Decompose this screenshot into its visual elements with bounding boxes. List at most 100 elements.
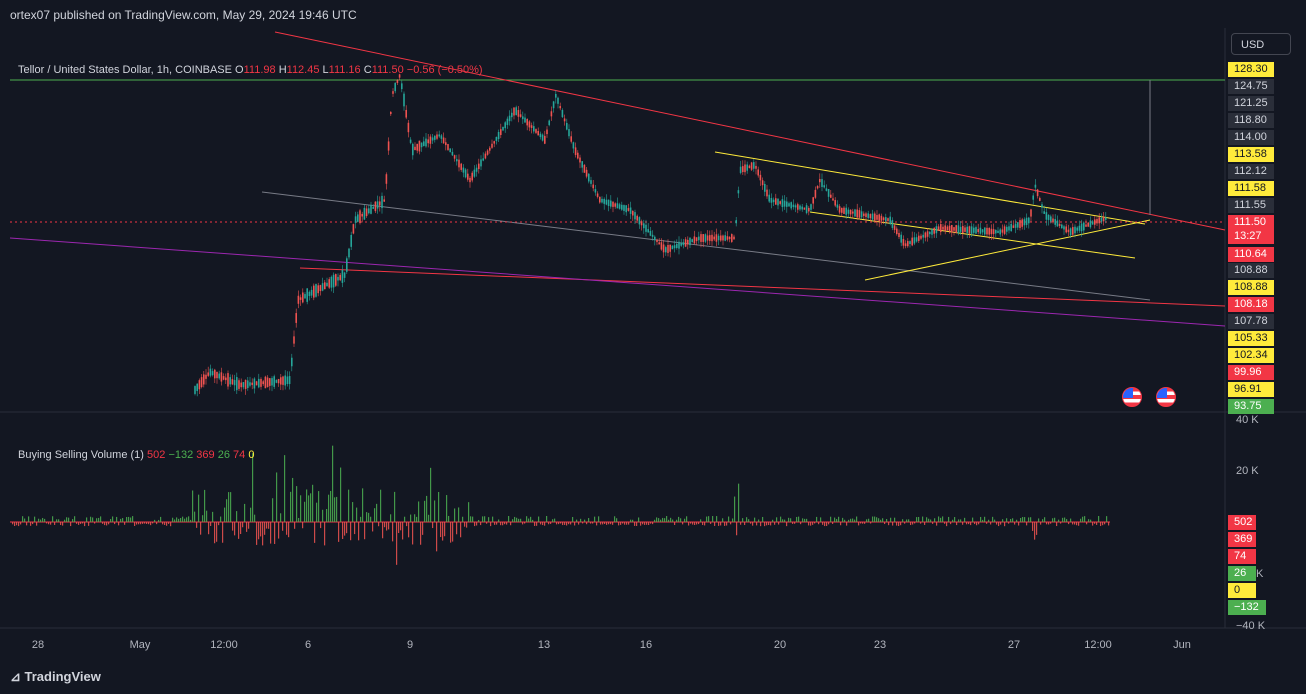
volume-bar [1072, 522, 1074, 525]
candle-body [218, 373, 220, 379]
volume-bar [1080, 518, 1082, 522]
candle-body [297, 295, 300, 304]
price-tag: 108.88 [1228, 280, 1274, 295]
price-tag: 113.58 [1228, 147, 1274, 162]
volume-bar [970, 522, 972, 526]
candle-body [559, 106, 561, 109]
candle-body [198, 380, 201, 390]
volume-bar [162, 522, 164, 525]
volume-bar [80, 522, 82, 524]
volume-bar [232, 522, 234, 531]
volume-bar [266, 522, 268, 529]
volume-bar [880, 519, 882, 522]
volume-bar [308, 495, 310, 522]
volume-bar [136, 522, 138, 525]
candle-body [944, 225, 946, 232]
volume-bar [1036, 522, 1038, 535]
candle-body [1003, 226, 1006, 234]
candle-body [713, 236, 715, 240]
candle-body [973, 227, 975, 233]
lower-red-trendline [299, 267, 1226, 307]
volume-bar [236, 511, 238, 522]
volume-bar [858, 522, 860, 526]
candle-body [251, 382, 253, 385]
candlesticks [194, 73, 1107, 397]
candle-body [513, 107, 515, 116]
volume-bar [230, 492, 232, 522]
volume-bar [1026, 522, 1028, 526]
volume-bar [468, 502, 470, 522]
volume-bar [826, 522, 828, 527]
us-flag-event-icon[interactable] [1156, 387, 1176, 407]
volume-bar [44, 518, 46, 522]
volume-bar [568, 522, 570, 525]
us-flag-event-icon[interactable] [1122, 387, 1142, 407]
candle-body [434, 135, 436, 140]
volume-bar [310, 493, 312, 522]
candle-body [1076, 227, 1078, 231]
volume-bar [996, 522, 998, 525]
volume-bar [1002, 519, 1004, 522]
volume-bar [586, 522, 588, 525]
candle-body [887, 218, 889, 222]
volume-bar [766, 522, 768, 526]
candle-body [1094, 219, 1096, 225]
volume-bar [134, 522, 136, 526]
candle-body [1091, 221, 1094, 225]
volume-bar [848, 519, 850, 522]
volume-bar [800, 522, 802, 525]
volume-bar [330, 490, 332, 522]
volume-bar [732, 518, 734, 522]
volume-bar [778, 522, 780, 525]
candle-body [871, 213, 874, 220]
candle-body [222, 376, 225, 380]
volume-bar [562, 522, 564, 526]
volume-bar [546, 516, 548, 522]
candle-body [511, 112, 513, 118]
volume-bar [1094, 522, 1096, 524]
volume-bar [1044, 517, 1046, 522]
chart-canvas[interactable] [0, 28, 1306, 658]
chart-frame[interactable]: Tellor / United States Dollar, 1h, COINB… [0, 28, 1306, 658]
volume-bar [518, 518, 520, 522]
candle-body [786, 201, 788, 207]
volume-bar [520, 518, 522, 522]
candle-body [260, 378, 262, 387]
volume-bar [54, 522, 56, 525]
tradingview-logo[interactable]: ⊿ TradingView [10, 669, 101, 684]
candle-body [691, 239, 693, 243]
candle-body [203, 374, 205, 385]
volume-bar [992, 516, 994, 522]
volume-bar [890, 517, 892, 522]
volume-bar [114, 522, 116, 525]
volume-bar [492, 516, 494, 522]
candle-body [416, 143, 418, 151]
volume-bar [662, 517, 664, 522]
currency-button[interactable]: USD [1231, 33, 1291, 55]
volume-bar [822, 522, 824, 525]
candle-body [814, 189, 817, 198]
candle-body [907, 241, 909, 247]
volume-bar [1076, 522, 1078, 526]
volume-bar [656, 517, 658, 522]
volume-bar [56, 519, 58, 522]
candle-body [946, 226, 949, 231]
candle-body [722, 235, 724, 241]
candle-body [269, 378, 271, 386]
volume-axis-label: 20 K [1236, 465, 1259, 477]
volume-bar [638, 517, 640, 522]
yellow-upper-wedge-line [714, 151, 1146, 225]
volume-bar [338, 522, 340, 542]
volume-bar [1060, 522, 1062, 524]
volume-bar [944, 522, 946, 524]
candle-body [405, 109, 407, 118]
volume-bar [600, 522, 602, 525]
volume-bar [1084, 516, 1086, 522]
volume-bar [150, 522, 152, 526]
change-value: −0.56 (−0.50%) [406, 64, 483, 76]
candle-body [196, 383, 198, 392]
candle-body [733, 236, 735, 240]
volume-bar [466, 522, 468, 528]
candle-body [825, 188, 828, 191]
candle-body [563, 118, 566, 122]
